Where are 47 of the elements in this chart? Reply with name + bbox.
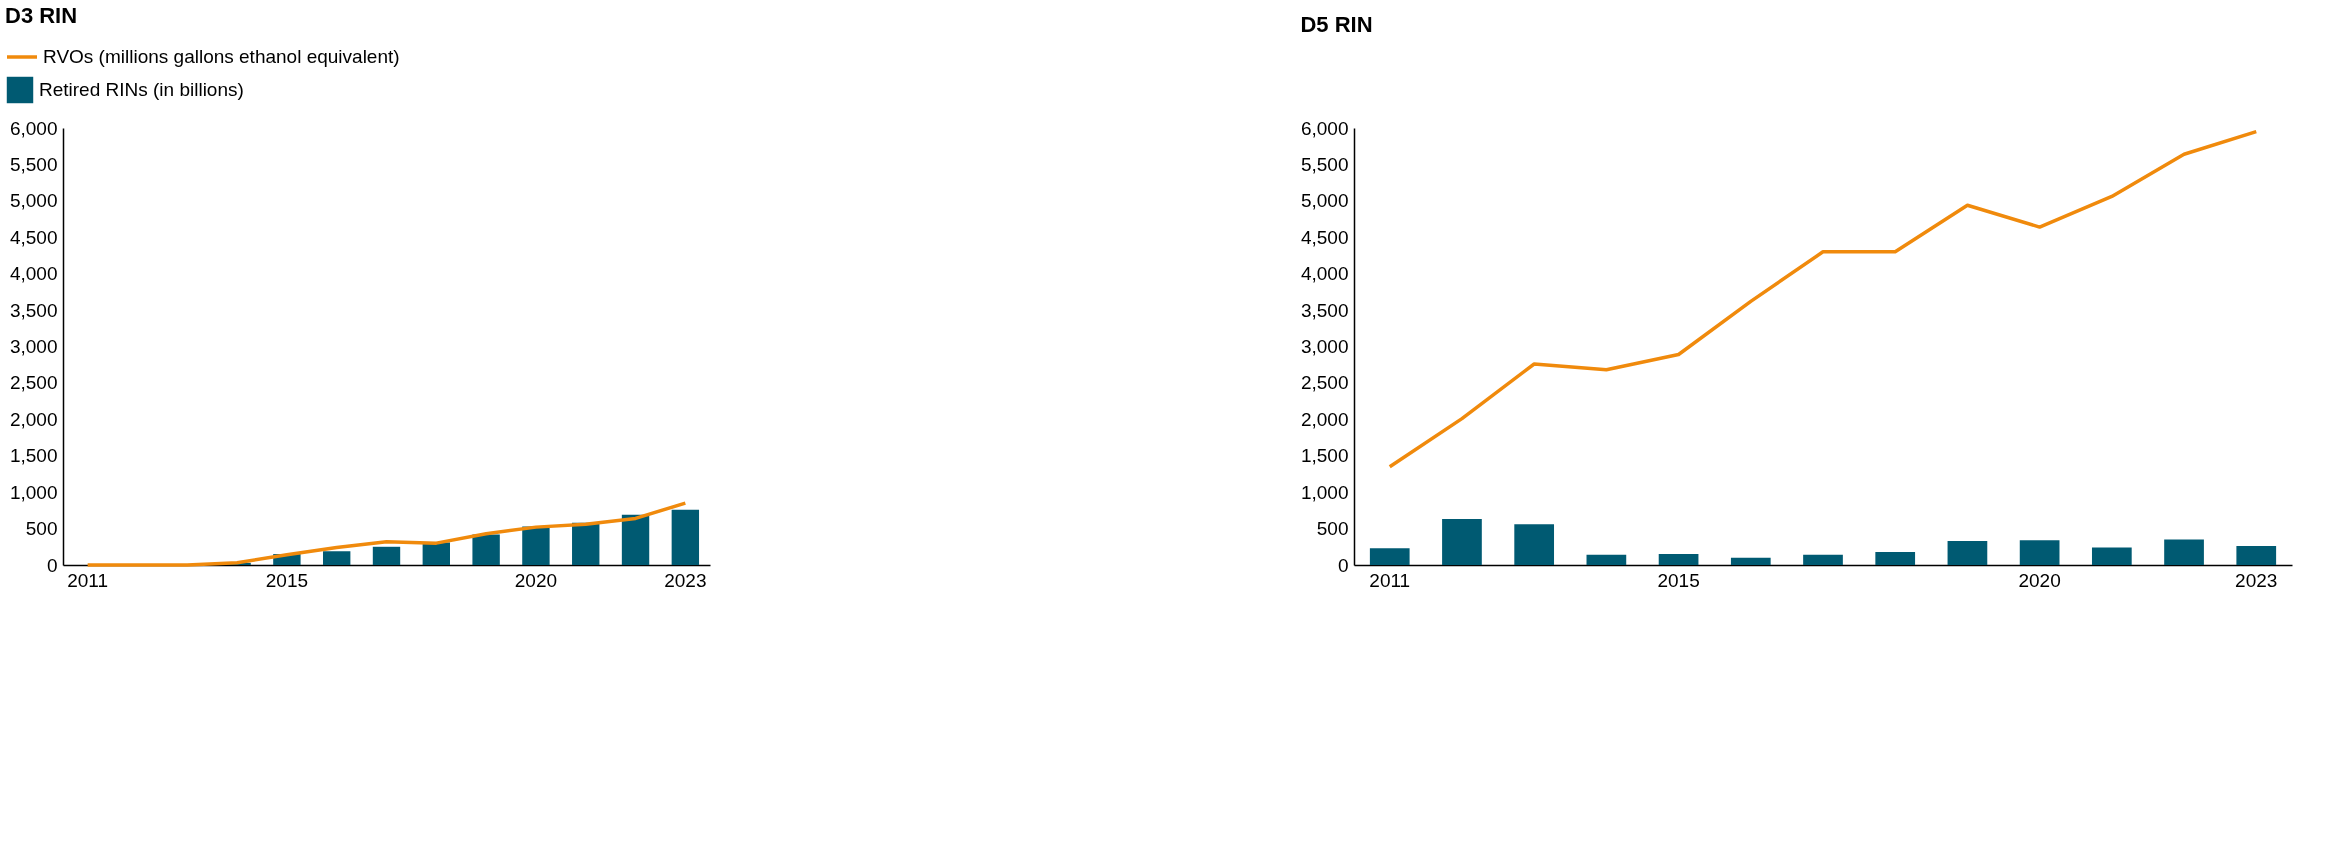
y-tick-label: 2,000 [9, 408, 58, 430]
y-tick-label: 500 [25, 518, 58, 540]
x-tick-label: 2011 [67, 569, 109, 591]
bar [323, 551, 351, 565]
x-tick-label: 2011 [1369, 569, 1411, 591]
y-tick-label: 6,000 [1300, 117, 1349, 139]
y-tick-label: 4,000 [1300, 263, 1349, 285]
legend-label: Retired RINs (in billions) [39, 79, 244, 100]
y-tick-label: 3,500 [1300, 299, 1349, 321]
y-tick-label: 3,500 [9, 299, 58, 321]
bar [522, 526, 550, 565]
line-series [1387, 129, 2259, 469]
x-tick-label: 2015 [1657, 569, 1700, 591]
bar [671, 509, 700, 565]
y-tick-label: 2,500 [9, 372, 58, 394]
y-tick-label: 500 [1316, 518, 1349, 540]
y-tick-label: 0 [1337, 554, 1349, 576]
y-tick-label: 5,500 [1300, 153, 1349, 175]
y-tick-label: 2,500 [1300, 372, 1349, 394]
bar [572, 522, 600, 565]
y-tick-label: 4,500 [1300, 226, 1349, 248]
bar [472, 534, 500, 565]
y-tick-label: 1,000 [9, 481, 58, 503]
y-tick-label: 2,000 [1300, 408, 1349, 430]
y-tick-label: 1,000 [1300, 481, 1349, 503]
y-tick-label: 1,500 [1300, 445, 1349, 467]
y-tick-label: 5,000 [9, 190, 58, 212]
bar [621, 514, 650, 565]
y-tick-label: 3,000 [9, 336, 58, 357]
y-tick-label: 4,000 [9, 263, 58, 285]
y-tick-label: 5,000 [1300, 190, 1349, 212]
x-tick-label: 2020 [514, 569, 558, 591]
bar [372, 546, 401, 565]
y-tick-label: 1,500 [9, 445, 58, 467]
y-tick-label: 0 [46, 554, 58, 576]
chart-title: D3 RIN [5, 3, 78, 28]
x-tick-label: 2023 [2235, 569, 2278, 591]
x-tick-label: 2023 [664, 569, 707, 591]
y-tick-label: 5,500 [9, 153, 58, 175]
y-tick-label: 6,000 [9, 117, 58, 139]
y-tick-label: 3,000 [1300, 336, 1349, 357]
chart-title: D5 RIN [1300, 12, 1373, 37]
line-series [85, 501, 688, 567]
x-tick-label: 2015 [265, 569, 309, 591]
legend-label: RVOs (millions gallons ethanol equivalent) [43, 46, 400, 67]
y-tick-label: 4,500 [9, 226, 58, 248]
x-tick-label: 2020 [2018, 569, 2061, 591]
